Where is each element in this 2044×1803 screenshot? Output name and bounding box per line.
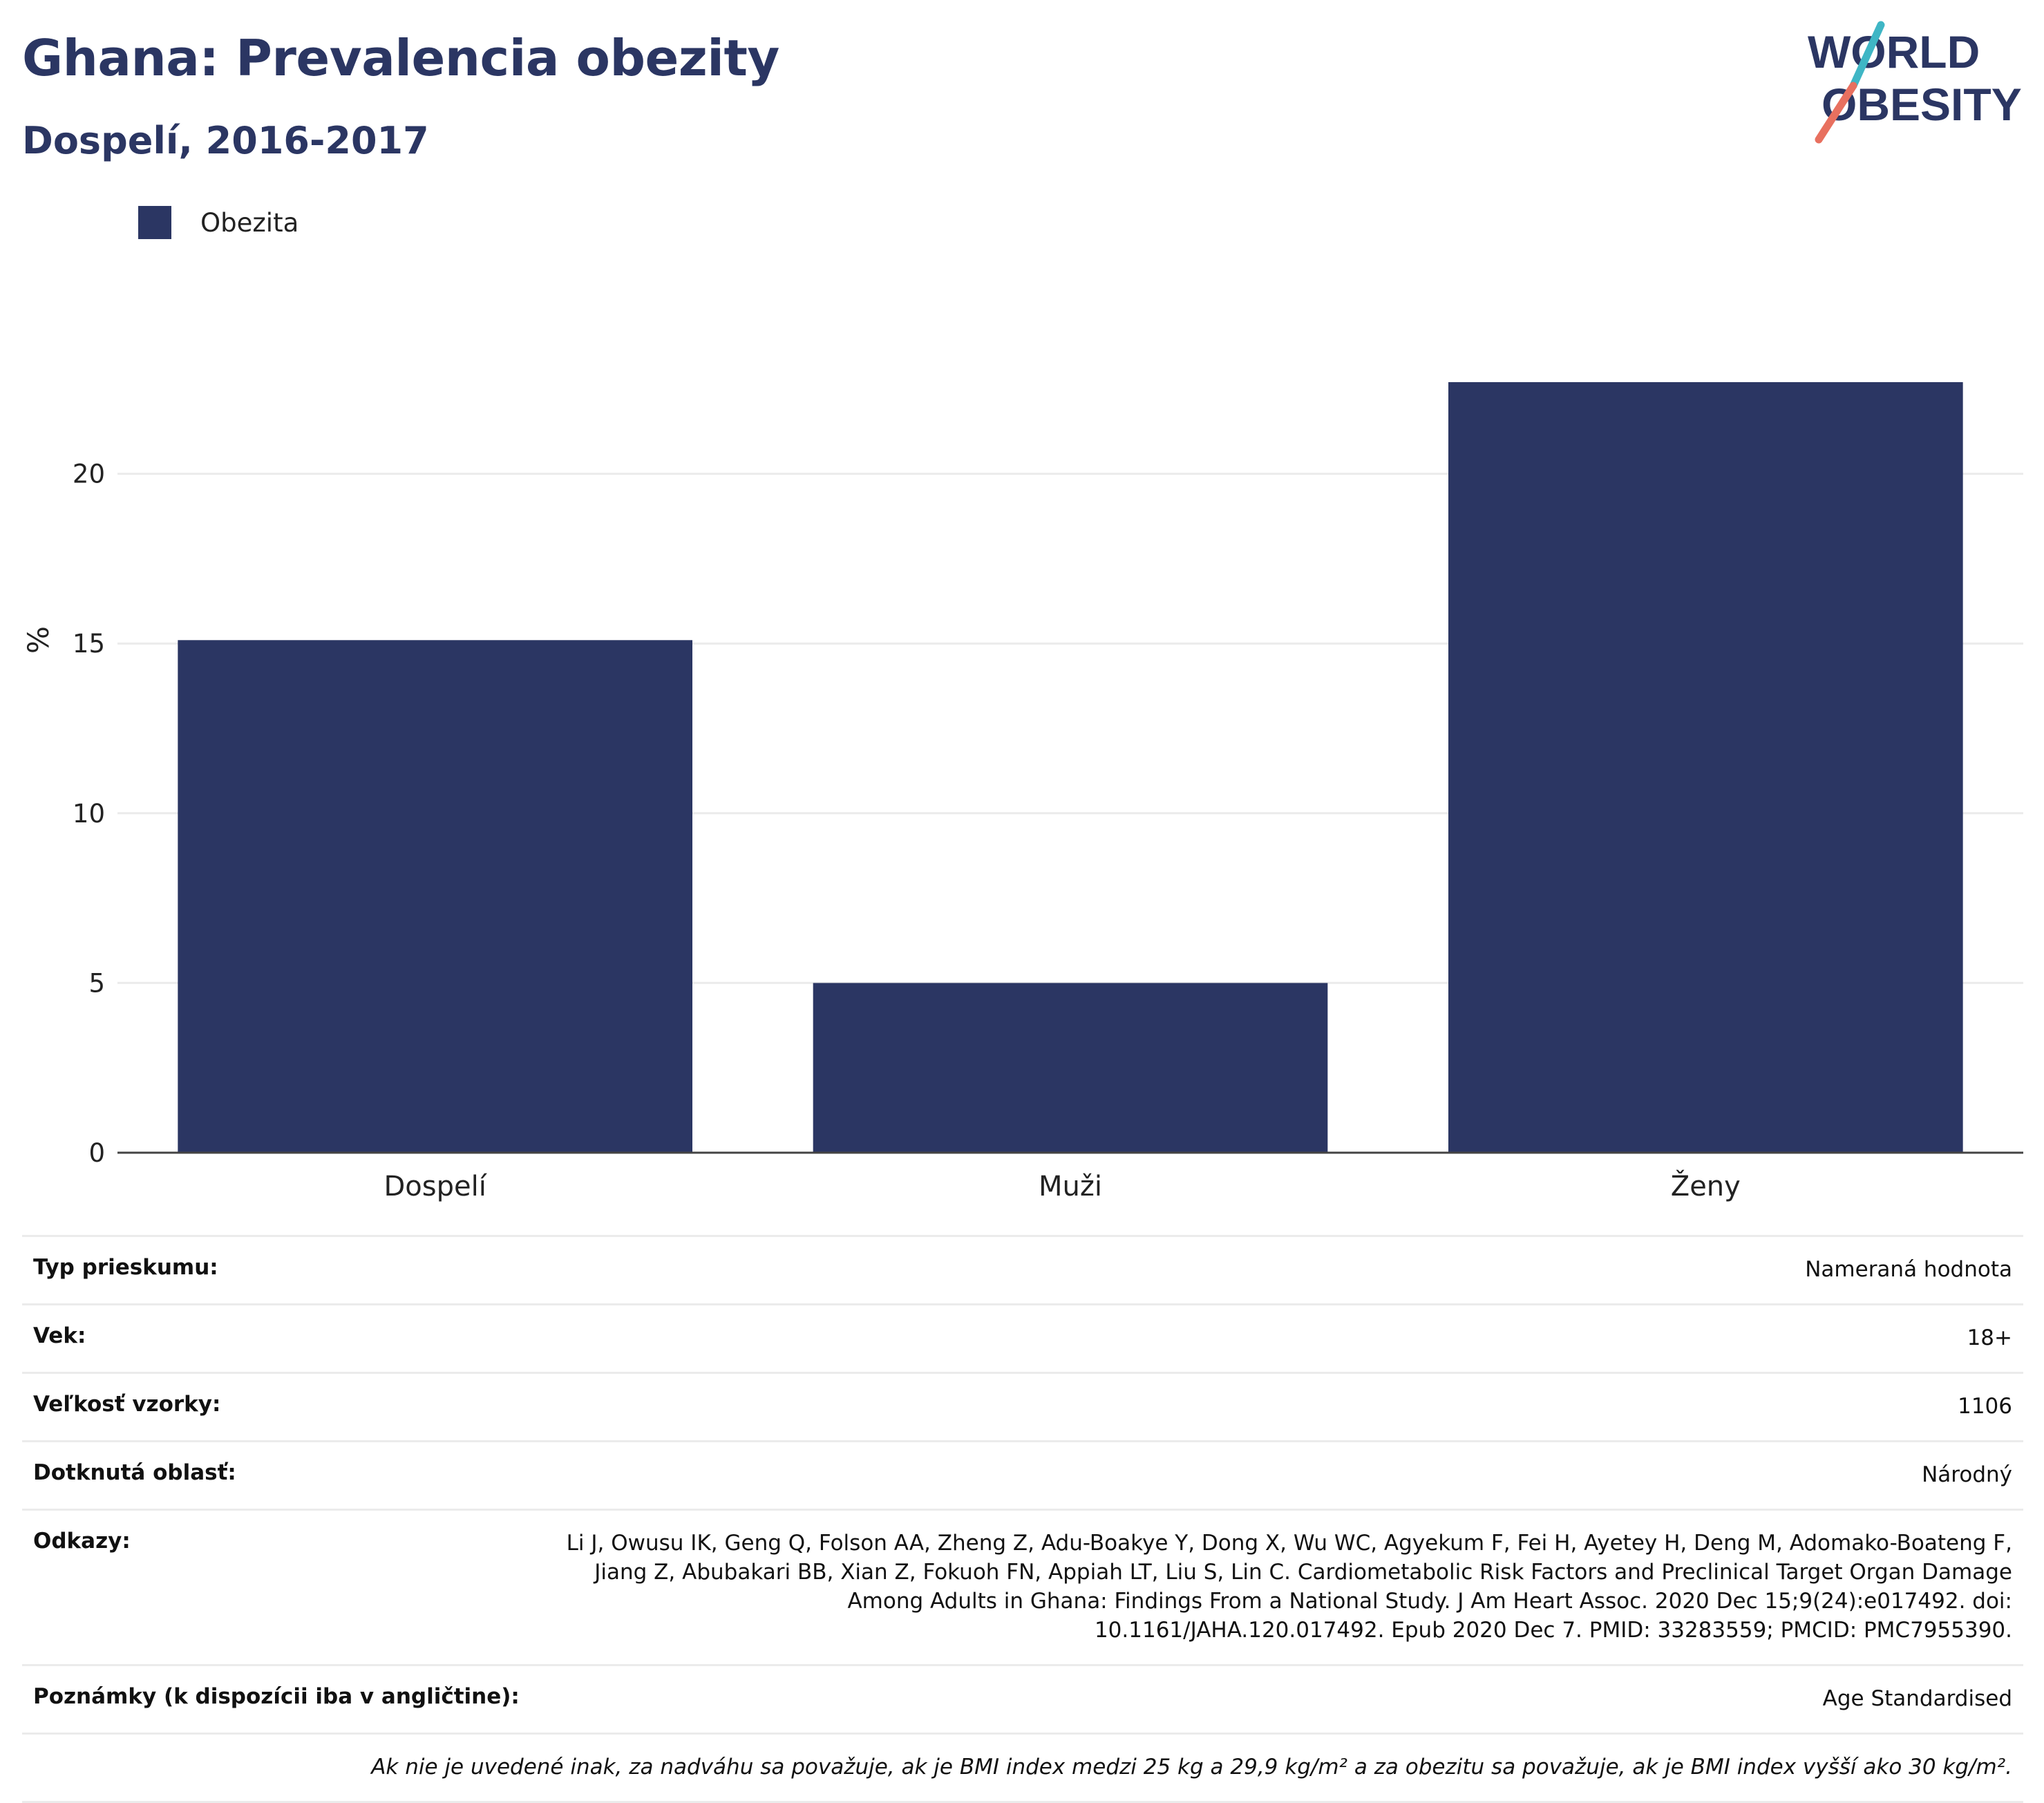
x-tick-label: Ženy — [1671, 1169, 1741, 1202]
y-tick-label: 20 — [73, 460, 105, 489]
info-row-references: Odkazy: Li J, Owusu IK, Geng Q, Folson A… — [22, 1509, 2023, 1664]
info-label-sample-size: Veľkosť vzorky: — [33, 1392, 221, 1417]
info-label-survey-type: Typ prieskumu: — [33, 1255, 218, 1280]
info-label-notes: Poznámky (k dispozícii iba v angličtine)… — [33, 1684, 520, 1709]
info-value-references: Li J, Owusu IK, Geng Q, Folson AA, Zheng… — [566, 1531, 2012, 1643]
info-value-notes: Age Standardised — [1822, 1686, 2012, 1711]
y-tick-label: 5 — [88, 968, 105, 998]
bmi-definition-note: Ak nie je uvedené inak, za nadváhu sa po… — [371, 1755, 2012, 1780]
x-tick-label: Dospelí — [384, 1171, 487, 1202]
logo-slash-teal — [1849, 21, 1885, 90]
world-obesity-logo: WORLD OBESITY — [1808, 21, 2022, 144]
info-label-references: Odkazy: — [33, 1529, 131, 1554]
logo-text-world: WORLD — [1808, 26, 1980, 77]
info-row-age: Vek: 18+ — [22, 1303, 2023, 1372]
info-value-sample-size: 1106 — [1958, 1394, 2012, 1419]
y-tick-label: 0 — [88, 1138, 105, 1168]
y-tick-label: 10 — [73, 799, 105, 829]
info-row-survey-type: Typ prieskumu: Nameraná hodnota — [22, 1235, 2023, 1303]
logo-slash-coral — [1815, 82, 1857, 144]
info-value-survey-type: Nameraná hodnota — [1805, 1257, 2012, 1282]
bar — [178, 640, 692, 1153]
x-tick-label: Muži — [1039, 1171, 1102, 1202]
legend-swatch-obesity — [138, 206, 171, 239]
bar — [1448, 381, 1963, 1153]
info-label-age: Vek: — [33, 1323, 86, 1348]
chart-subtitle: Dospelí, 2016-2017 — [22, 119, 429, 162]
chart-title: Ghana: Prevalencia obezity — [22, 29, 779, 87]
info-row-notes: Poznámky (k dispozícii iba v angličtine)… — [22, 1664, 2023, 1733]
survey-info-table: Typ prieskumu: Nameraná hodnota Vek: 18+… — [22, 1235, 2023, 1803]
bar — [813, 983, 1328, 1153]
info-row-area: Dotknutá oblasť: Národný — [22, 1440, 2023, 1509]
info-row-bmi-note: Ak nie je uvedené inak, za nadváhu sa po… — [22, 1733, 2023, 1803]
y-axis-label: % — [21, 626, 55, 654]
info-value-area: Národný — [1922, 1462, 2012, 1487]
legend-label-obesity: Obezita — [200, 207, 299, 238]
info-value-age: 18+ — [1967, 1325, 2012, 1350]
info-label-area: Dotknutá oblasť: — [33, 1460, 236, 1485]
y-tick-label: 15 — [73, 629, 105, 659]
bar-chart: 0 5 10 15 20% Dospelí Muži Ženy — [21, 381, 2023, 1202]
legend[interactable]: Obezita — [138, 206, 299, 239]
info-row-sample-size: Veľkosť vzorky: 1106 — [22, 1372, 2023, 1440]
